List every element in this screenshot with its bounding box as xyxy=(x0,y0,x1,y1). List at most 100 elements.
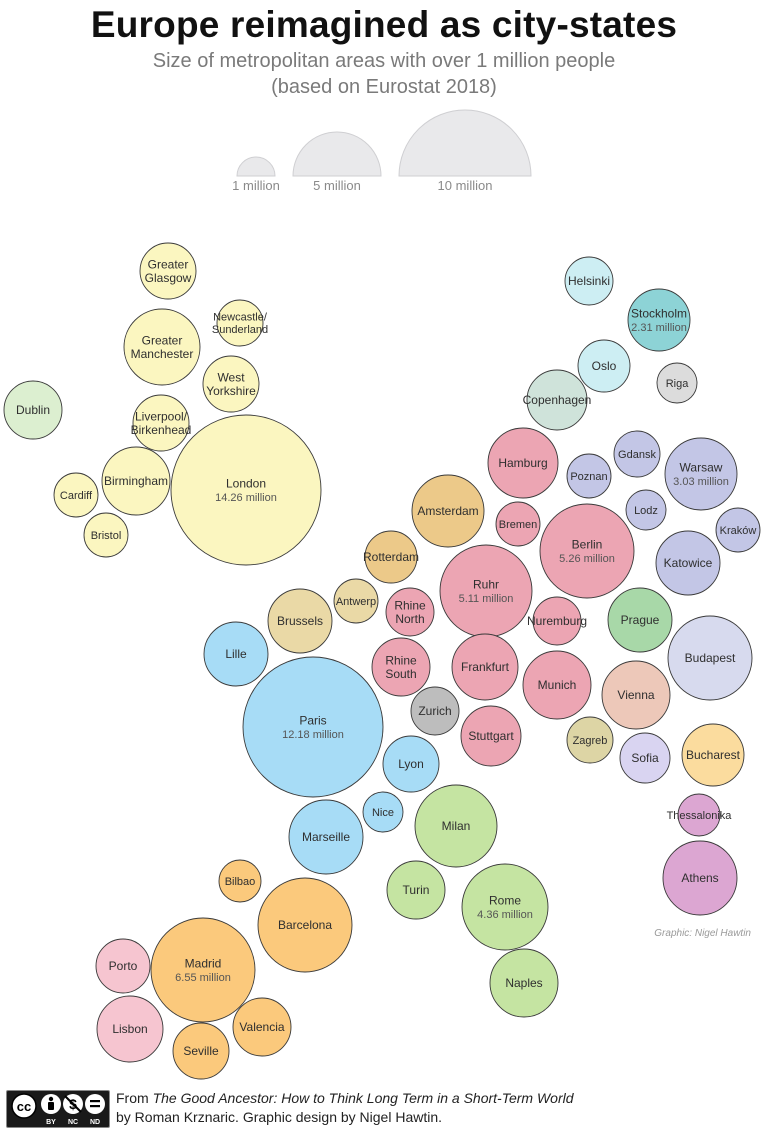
city-cardiff[interactable]: Cardiff xyxy=(53,472,99,518)
bubble-rotterdam xyxy=(364,530,418,584)
city-oslo[interactable]: Oslo xyxy=(577,339,631,393)
city-liverpool-birkenhead[interactable]: Liverpool/Birkenhead xyxy=(131,394,192,452)
bubble-seville xyxy=(172,1022,230,1080)
city-dublin[interactable]: Dublin xyxy=(3,380,63,440)
city-greater-manchester[interactable]: Greater Manchester xyxy=(123,308,201,386)
city-vienna[interactable]: Vienna xyxy=(601,660,671,730)
city-madrid[interactable]: Madrid 6.55 million xyxy=(150,917,256,1023)
creative-commons-license-badge[interactable]: cc $ BY NC ND xyxy=(6,1090,110,1128)
bubble-label-cardiff: Cardiff xyxy=(60,490,93,502)
bubble-label-budapest: Budapest xyxy=(685,651,736,665)
city-munich[interactable]: Munich xyxy=(522,650,592,720)
city-turin[interactable]: Turin xyxy=(386,860,446,920)
city-newcastle-sunderland[interactable]: Newcastle/Sunderland xyxy=(212,299,268,347)
city-barcelona[interactable]: Barcelona xyxy=(257,877,353,973)
city-valencia[interactable]: Valencia xyxy=(232,997,292,1057)
bubble-label-birmingham: Birmingham xyxy=(104,474,168,488)
city-nice[interactable]: Nice xyxy=(362,791,404,833)
bubble-label-rotterdam: Rotterdam xyxy=(363,550,419,564)
city-marseille[interactable]: Marseille xyxy=(288,799,364,875)
city-thessalonika[interactable]: Thessalonika xyxy=(667,793,733,837)
city-zurich[interactable]: Zurich xyxy=(410,686,460,736)
bubble-newcastle-sunderland xyxy=(216,299,264,347)
bubble-label-naples: Naples xyxy=(505,976,542,990)
city-poznan[interactable]: Poznan xyxy=(566,453,612,499)
city-bilbao[interactable]: Bilbao xyxy=(218,859,262,903)
city-amsterdam[interactable]: Amsterdam xyxy=(411,474,485,548)
bubble-brussels xyxy=(267,588,333,654)
bubble-gdansk xyxy=(613,430,661,478)
bubble-label-west-yorkshire: West Yorkshire xyxy=(206,370,256,398)
source-author-design: by Roman Krznaric. Graphic design by Nig… xyxy=(116,1109,443,1125)
city-gdansk[interactable]: Gdansk xyxy=(613,430,661,478)
bubble-krakow xyxy=(715,507,761,553)
city-lodz[interactable]: Lodz xyxy=(625,489,667,531)
bubble-label-seville: Seville xyxy=(183,1044,219,1058)
bubble-bilbao xyxy=(218,859,262,903)
city-greater-glasgow[interactable]: Greater Glasgow xyxy=(139,242,197,300)
city-frankfurt[interactable]: Frankfurt xyxy=(451,633,519,701)
bubble-frankfurt xyxy=(451,633,519,701)
city-rhine-south[interactable]: Rhine South xyxy=(371,637,431,697)
city-nuremburg[interactable]: Nuremburg xyxy=(527,596,587,646)
city-paris[interactable]: Paris 12.18 million xyxy=(242,656,384,798)
city-brussels[interactable]: Brussels xyxy=(267,588,333,654)
bubble-oslo xyxy=(577,339,631,393)
bubble-label-helsinki: Helsinki xyxy=(568,274,610,288)
city-warsaw[interactable]: Warsaw 3.03 million xyxy=(664,437,738,511)
city-riga[interactable]: Riga xyxy=(656,362,698,404)
bubble-antwerp xyxy=(333,578,379,624)
city-antwerp[interactable]: Antwerp xyxy=(333,578,379,624)
city-birmingham[interactable]: Birmingham xyxy=(101,446,171,516)
city-budapest[interactable]: Budapest xyxy=(667,615,753,701)
city-rhine-north[interactable]: Rhine North xyxy=(385,587,435,637)
bubble-label-madrid: Madrid xyxy=(185,956,222,970)
city-stockholm[interactable]: Stockholm 2.31 million xyxy=(627,288,691,352)
city-bristol[interactable]: Bristol xyxy=(83,512,129,558)
city-bucharest[interactable]: Bucharest xyxy=(681,723,745,787)
legend-label-10-million: 10 million xyxy=(438,178,493,193)
bubble-label-valencia: Valencia xyxy=(239,1020,284,1034)
city-zagreb[interactable]: Zagreb xyxy=(566,716,614,764)
bubble-athens xyxy=(662,840,738,916)
city-lille[interactable]: Lille xyxy=(203,621,269,687)
bubble-helsinki xyxy=(564,256,614,306)
city-seville[interactable]: Seville xyxy=(172,1022,230,1080)
bubble-label-poznan: Poznan xyxy=(570,471,607,483)
legend-label-5-million: 5 million xyxy=(313,178,361,193)
city-krakow[interactable]: Kraków xyxy=(715,507,761,553)
city-rome[interactable]: Rome 4.36 million xyxy=(461,863,549,951)
city-lisbon[interactable]: Lisbon xyxy=(96,995,164,1063)
bubble-label-lyon: Lyon xyxy=(398,757,424,771)
city-berlin[interactable]: Berlin 5.26 million xyxy=(539,503,635,599)
bubble-turin xyxy=(386,860,446,920)
city-naples[interactable]: Naples xyxy=(489,948,559,1018)
city-sofia[interactable]: Sofia xyxy=(619,732,671,784)
bubble-thessalonika xyxy=(677,793,721,837)
city-stuttgart[interactable]: Stuttgart xyxy=(460,705,522,767)
city-west-yorkshire[interactable]: West Yorkshire xyxy=(202,355,260,413)
bubble-label-thessalonika: Thessalonika xyxy=(667,810,733,822)
bubble-value-london: 14.26 million xyxy=(215,492,277,504)
bubble-label-ruhr: Ruhr xyxy=(473,577,499,591)
city-prague[interactable]: Prague xyxy=(607,587,673,653)
city-milan[interactable]: Milan xyxy=(414,784,498,868)
city-london[interactable]: London 14.26 million xyxy=(170,414,322,566)
city-helsinki[interactable]: Helsinki xyxy=(564,256,614,306)
city-rotterdam[interactable]: Rotterdam xyxy=(363,530,419,584)
city-copenhagen[interactable]: Copenhagen xyxy=(523,369,592,431)
bubble-warsaw xyxy=(664,437,738,511)
bubble-label-hamburg: Hamburg xyxy=(498,456,547,470)
city-bremen[interactable]: Bremen xyxy=(495,501,541,547)
city-porto[interactable]: Porto xyxy=(95,938,151,994)
bubble-nuremburg xyxy=(532,596,582,646)
city-katowice[interactable]: Katowice xyxy=(655,530,721,596)
city-ruhr[interactable]: Ruhr 5.11 million xyxy=(439,544,533,638)
city-lyon[interactable]: Lyon xyxy=(382,735,440,793)
bubble-label-dublin: Dublin xyxy=(16,403,50,417)
bubble-label-sofia: Sofia xyxy=(631,751,659,765)
bubble-amsterdam xyxy=(411,474,485,548)
city-athens[interactable]: Athens xyxy=(662,840,738,916)
city-hamburg[interactable]: Hamburg xyxy=(487,427,559,499)
